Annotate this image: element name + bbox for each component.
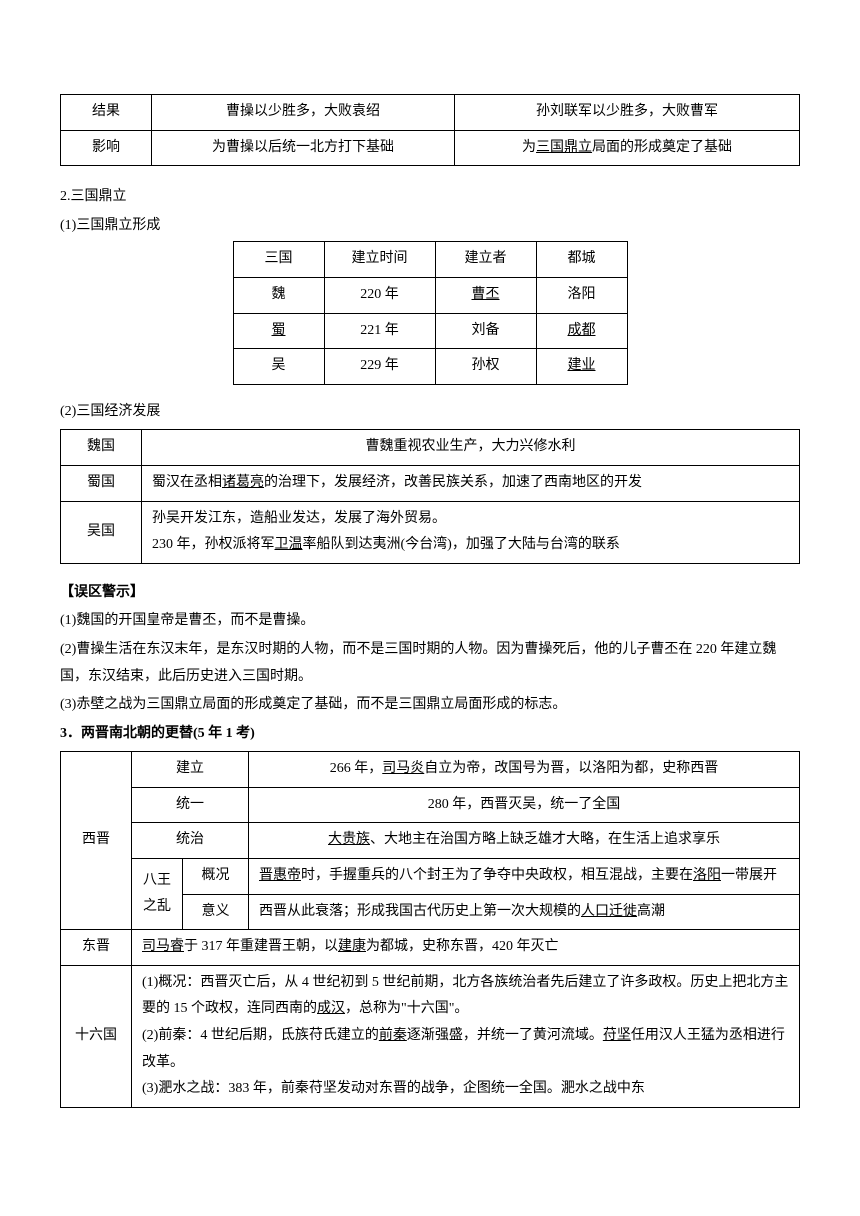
cell: 西晋从此衰落；形成我国古代历史上第一次大规模的人口迁徙高潮: [249, 894, 800, 930]
cell: 建业: [536, 349, 627, 385]
cell: 为三国鼎立局面的形成奠定了基础: [455, 130, 800, 166]
text: 的治理下，发展经济，改善民族关系，加速了西南地区的开发: [264, 475, 642, 490]
cell: 229 年: [324, 349, 435, 385]
row-label: 东晋: [61, 930, 132, 966]
underlined-text: 三国鼎立: [536, 140, 592, 155]
underlined-text: 苻坚: [603, 1028, 631, 1043]
row-label: 结果: [61, 95, 152, 131]
text-line: 孙吴开发江东，造船业发达，发展了海外贸易。: [152, 506, 789, 533]
table-header: 建立时间: [324, 242, 435, 278]
text-line: (2)前秦：4 世纪后期，氐族苻氏建立的前秦逐渐强盛，并统一了黄河流域。苻坚任用…: [142, 1023, 789, 1076]
text: (2)前秦：4 世纪后期，氐族苻氏建立的: [142, 1028, 379, 1043]
cell: 孙权: [435, 349, 536, 385]
warning-item: (3)赤壁之战为三国鼎立局面的形成奠定了基础，而不是三国鼎立局面形成的标志。: [60, 692, 800, 719]
text: 于 317 年重建晋王朝，以: [184, 939, 338, 954]
underlined-text: 大贵族: [328, 832, 370, 847]
cell: 司马睿于 317 年重建晋王朝，以建康为都城，史称东晋，420 年灭亡: [132, 930, 800, 966]
sub-label: 统治: [132, 823, 249, 859]
cell: 成都: [536, 313, 627, 349]
row-label: 十六国: [61, 965, 132, 1107]
table-header: 都城: [536, 242, 627, 278]
text: 230 年，孙权派将军: [152, 537, 275, 552]
cell: 曹魏重视农业生产，大力兴修水利: [142, 430, 800, 466]
cell: 孙刘联军以少胜多，大败曹军: [455, 95, 800, 131]
subsection-heading: (2)三国经济发展: [60, 399, 800, 426]
three-kingdoms-formation-table: 三国 建立时间 建立者 都城 魏 220 年 曹丕 洛阳 蜀 221 年 刘备 …: [233, 241, 628, 384]
text: 、大地主在治国方略上缺乏雄才大略，在生活上追求享乐: [370, 832, 720, 847]
cell: 孙吴开发江东，造船业发达，发展了海外贸易。 230 年，孙权派将军卫温率船队到达…: [142, 501, 800, 563]
cell: 曹丕: [435, 277, 536, 313]
sub-sub-label: 意义: [183, 894, 249, 930]
row-label: 蜀国: [61, 465, 142, 501]
cell: (1)概况：西晋灭亡后，从 4 世纪初到 5 世纪前期，北方各族统治者先后建立了…: [132, 965, 800, 1107]
cell: 蜀: [233, 313, 324, 349]
cell: 吴: [233, 349, 324, 385]
underlined-text: 人口迁徙: [581, 904, 637, 919]
text-line: 230 年，孙权派将军卫温率船队到达夷洲(今台湾)，加强了大陆与台湾的联系: [152, 532, 789, 559]
section-heading: 2.三国鼎立: [60, 184, 800, 211]
underlined-text: 司马睿: [142, 939, 184, 954]
cell: 大贵族、大地主在治国方略上缺乏雄才大略，在生活上追求享乐: [249, 823, 800, 859]
table-header: 建立者: [435, 242, 536, 278]
underlined-text: 建业: [568, 358, 596, 373]
warning-heading: 【误区警示】: [60, 580, 800, 607]
text: 高潮: [637, 904, 665, 919]
cell: 280 年，西晋灭吴，统一了全国: [249, 787, 800, 823]
warning-item: (2)曹操生活在东汉末年，是东汉时期的人物，而不是三国时期的人物。因为曹操死后，…: [60, 637, 800, 690]
text: 自立为帝，改国号为晋，以洛阳为都，史称西晋: [424, 761, 718, 776]
sub-label: 统一: [132, 787, 249, 823]
text: 时，手握重兵的八个封王为了争夺中央政权，相互混战，主要在: [301, 868, 693, 883]
cell: 220 年: [324, 277, 435, 313]
underlined-text: 成都: [568, 323, 596, 338]
cell: 刘备: [435, 313, 536, 349]
table-header: 三国: [233, 242, 324, 278]
three-kingdoms-economy-table: 魏国 曹魏重视农业生产，大力兴修水利 蜀国 蜀汉在丞相诸葛亮的治理下，发展经济，…: [60, 429, 800, 563]
underlined-text: 司马炎: [382, 761, 424, 776]
text: 逐渐强盛，并统一了黄河流域。: [407, 1028, 603, 1043]
text: 为: [522, 140, 536, 155]
text: 率船队到达夷洲(今台湾)，加强了大陆与台湾的联系: [303, 537, 620, 552]
row-label: 吴国: [61, 501, 142, 563]
underlined-text: 卫温: [275, 537, 303, 552]
text: ，总称为"十六国"。: [345, 1001, 468, 1016]
underlined-text: 诸葛亮: [222, 475, 264, 490]
section-heading: 3．两晋南北朝的更替(5 年 1 考): [60, 721, 800, 748]
underlined-text: 成汉: [317, 1001, 345, 1016]
underlined-text: 洛阳: [693, 868, 721, 883]
cell: 221 年: [324, 313, 435, 349]
underlined-text: 晋惠帝: [259, 868, 301, 883]
cell: 晋惠帝时，手握重兵的八个封王为了争夺中央政权，相互混战，主要在洛阳一带展开: [249, 859, 800, 895]
text: 一带展开: [721, 868, 777, 883]
text-line: (3)淝水之战：383 年，前秦苻坚发动对东晋的战争，企图统一全国。淝水之战中东: [142, 1076, 789, 1103]
underlined-text: 蜀: [272, 323, 286, 338]
sub-label: 八王之乱: [132, 859, 183, 930]
text-line: (1)概况：西晋灭亡后，从 4 世纪初到 5 世纪前期，北方各族统治者先后建立了…: [142, 970, 789, 1023]
underlined-text: 前秦: [379, 1028, 407, 1043]
text: 为都城，史称东晋，420 年灭亡: [366, 939, 559, 954]
underlined-text: 曹丕: [472, 287, 500, 302]
text: 局面的形成奠定了基础: [592, 140, 732, 155]
sub-sub-label: 概况: [183, 859, 249, 895]
dynasties-succession-table: 西晋 建立 266 年，司马炎自立为帝，改国号为晋，以洛阳为都，史称西晋 统一 …: [60, 751, 800, 1108]
row-label: 魏国: [61, 430, 142, 466]
cell: 为曹操以后统一北方打下基础: [152, 130, 455, 166]
subsection-heading: (1)三国鼎立形成: [60, 213, 800, 240]
row-label: 西晋: [61, 752, 132, 930]
underlined-text: 建康: [338, 939, 366, 954]
cell: 蜀汉在丞相诸葛亮的治理下，发展经济，改善民族关系，加速了西南地区的开发: [142, 465, 800, 501]
text: 蜀汉在丞相: [152, 475, 222, 490]
battle-results-table: 结果 曹操以少胜多，大败袁绍 孙刘联军以少胜多，大败曹军 影响 为曹操以后统一北…: [60, 94, 800, 166]
warning-item: (1)魏国的开国皇帝是曹丕，而不是曹操。: [60, 608, 800, 635]
cell: 魏: [233, 277, 324, 313]
cell: 洛阳: [536, 277, 627, 313]
text: 266 年，: [330, 761, 383, 776]
cell: 曹操以少胜多，大败袁绍: [152, 95, 455, 131]
text: 西晋从此衰落；形成我国古代历史上第一次大规模的: [259, 904, 581, 919]
cell: 266 年，司马炎自立为帝，改国号为晋，以洛阳为都，史称西晋: [249, 752, 800, 788]
row-label: 影响: [61, 130, 152, 166]
sub-label: 建立: [132, 752, 249, 788]
